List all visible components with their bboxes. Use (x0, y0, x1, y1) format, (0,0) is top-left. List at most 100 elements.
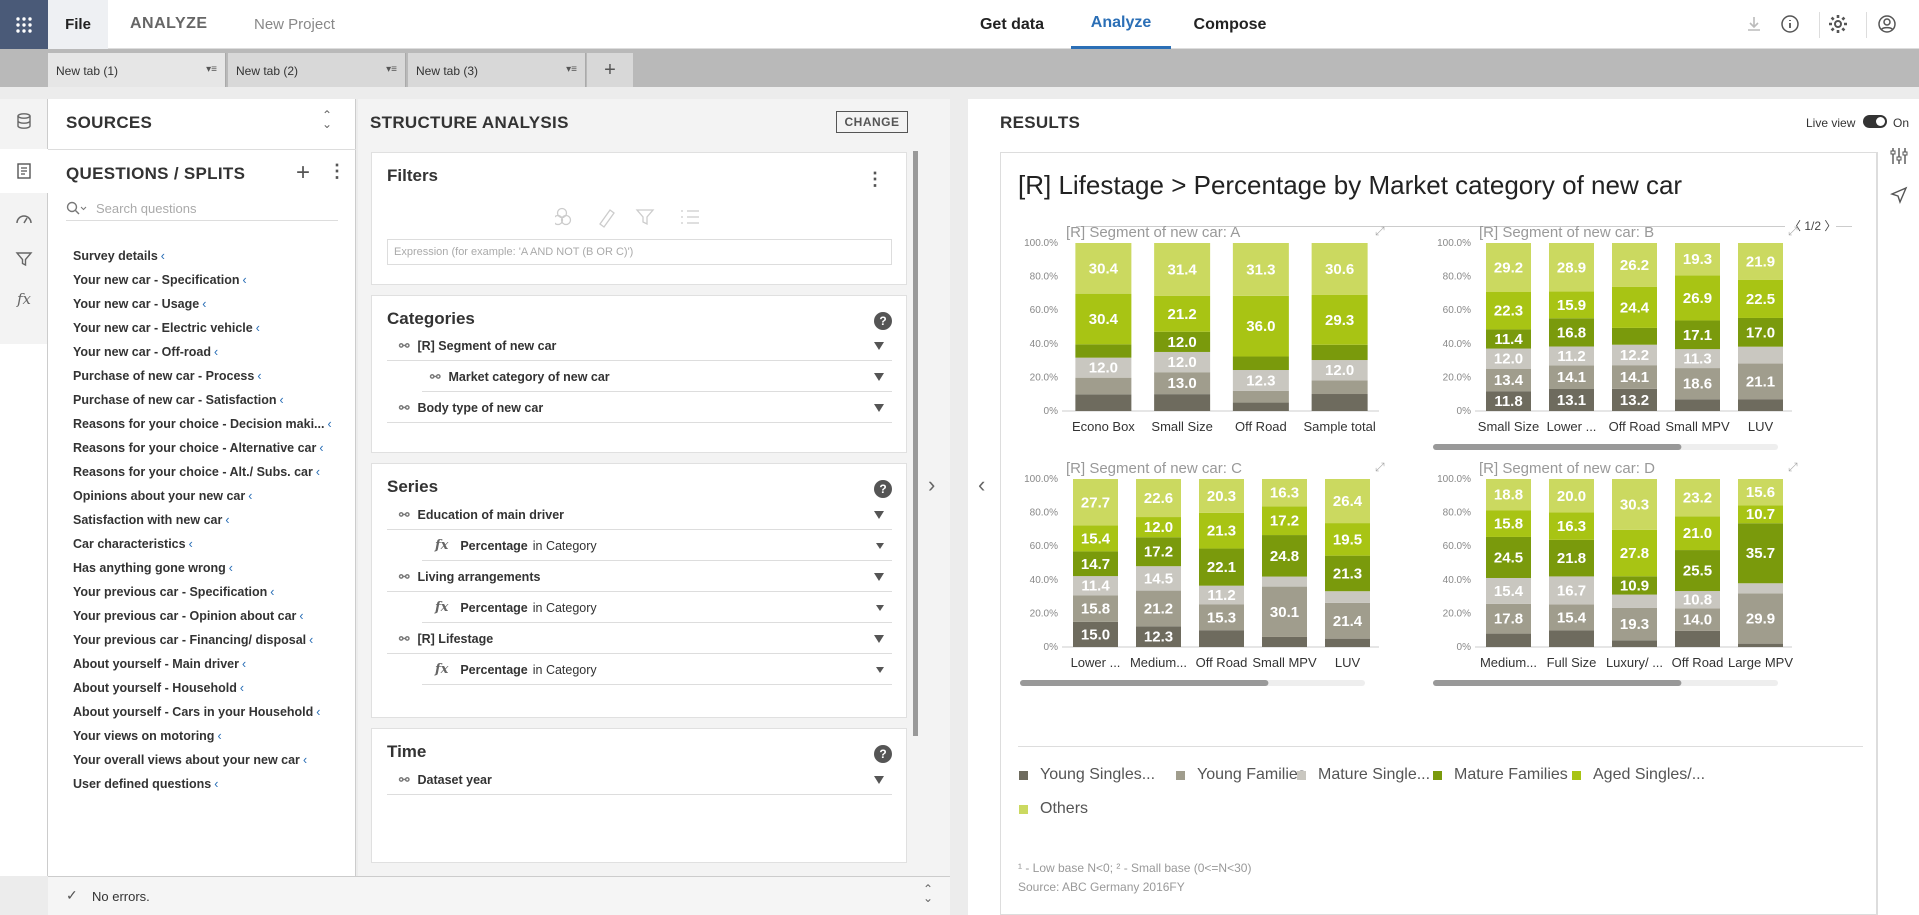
series-row[interactable]: ⚯ Living arrangements (387, 562, 892, 592)
tab-menu-icon[interactable]: ▾≡ (566, 64, 577, 75)
filters-menu-icon[interactable]: ⋮ (866, 169, 884, 189)
question-item[interactable]: Satisfaction with new car ‹ (73, 513, 230, 527)
dropdown-icon[interactable] (876, 667, 884, 673)
chevron-left-icon[interactable]: ‹ (225, 513, 230, 527)
question-item[interactable]: Your previous car - Opinion about car ‹ (73, 609, 304, 623)
question-item[interactable]: Survey details ‹ (73, 249, 165, 263)
help-icon[interactable]: ? (874, 745, 892, 763)
question-item[interactable]: Car characteristics ‹ (73, 537, 193, 551)
add-question-button[interactable]: + (296, 159, 311, 186)
category-row[interactable]: ⚯ Body type of new car (387, 393, 892, 423)
calculation-row[interactable]: fx Percentage in Category (422, 655, 892, 685)
mode-compose[interactable]: Compose (1193, 15, 1267, 33)
chevron-right-icon[interactable]: 〉 (1824, 219, 1837, 233)
dropdown-icon[interactable] (874, 776, 884, 784)
dropdown-icon[interactable] (874, 342, 884, 350)
dropdown-icon[interactable] (874, 373, 884, 381)
question-item[interactable]: Your new car - Electric vehicle ‹ (73, 321, 260, 335)
chevron-left-icon[interactable]: ‹ (302, 753, 308, 767)
series-row[interactable]: ⚯ [R] Lifestage (387, 624, 892, 654)
expression-input[interactable]: Expression (for example: 'A AND NOT (B O… (387, 239, 892, 265)
cursor-icon[interactable] (1890, 186, 1908, 204)
chevron-left-icon[interactable]: 〈 (1789, 219, 1802, 233)
user-account-icon[interactable] (1876, 13, 1898, 35)
question-item[interactable]: Your overall views about your new car ‹ (73, 753, 307, 767)
question-item[interactable]: Reasons for your choice - Alternative ca… (73, 441, 324, 455)
legend-item[interactable]: Others (1019, 800, 1088, 818)
time-row[interactable]: ⚯ Dataset year (387, 765, 892, 795)
chevron-left-icon[interactable]: ‹ (202, 297, 207, 311)
mode-analyze[interactable]: Analyze (1071, 0, 1171, 49)
function-icon[interactable]: fx (16, 290, 31, 308)
project-name[interactable]: New Project (254, 16, 335, 33)
chevron-left-icon[interactable]: ‹ (214, 777, 219, 791)
chevron-left-icon[interactable]: ‹ (242, 273, 247, 287)
question-item[interactable]: About yourself - Main driver ‹ (73, 657, 246, 671)
live-view-toggle[interactable] (1863, 115, 1887, 128)
dropdown-icon[interactable] (874, 573, 884, 581)
chevron-left-icon[interactable]: ‹ (978, 472, 986, 497)
scrollbar[interactable] (913, 151, 918, 736)
legend-item[interactable]: Mature Single... (1297, 766, 1430, 784)
chevron-left-icon[interactable]: ‹ (242, 657, 247, 671)
help-icon[interactable]: ? (874, 480, 892, 498)
search-box[interactable]: Search questions (66, 197, 338, 221)
chevron-left-icon[interactable]: ‹ (327, 417, 332, 431)
tab-2[interactable]: New tab (2) ▾≡ (228, 53, 406, 87)
chevron-left-icon[interactable]: ‹ (255, 321, 260, 335)
tab-1[interactable]: New tab (1) ▾≡ (48, 53, 226, 87)
chevron-left-icon[interactable]: ‹ (319, 441, 324, 455)
gear-icon[interactable] (1827, 13, 1849, 35)
help-icon[interactable]: ? (874, 312, 892, 330)
dropdown-icon[interactable] (876, 605, 884, 611)
file-menu[interactable]: File (48, 0, 108, 49)
question-item[interactable]: Your new car - Off-road ‹ (73, 345, 218, 359)
mode-get-data[interactable]: Get data (979, 15, 1044, 33)
legend-item[interactable]: Young Families (1176, 766, 1306, 784)
chevron-left-icon[interactable]: ‹ (279, 393, 284, 407)
dropdown-icon[interactable] (876, 543, 884, 549)
legend-item[interactable]: Aged Singles/... (1572, 766, 1705, 784)
chevron-left-icon[interactable]: ‹ (248, 489, 253, 503)
tab-menu-icon[interactable]: ▾≡ (206, 64, 217, 75)
question-item[interactable]: About yourself - Cars in your Household ‹ (73, 705, 320, 719)
tab-menu-icon[interactable]: ▾≡ (386, 64, 397, 75)
change-button[interactable]: CHANGE (836, 111, 908, 133)
calculation-row[interactable]: fx Percentage in Category (422, 531, 892, 561)
question-item[interactable]: Your new car - Specification ‹ (73, 273, 247, 287)
chevron-left-icon[interactable]: ‹ (239, 681, 245, 695)
chevron-left-icon[interactable]: ‹ (299, 609, 304, 623)
question-item[interactable]: About yourself - Household ‹ (73, 681, 244, 695)
question-item[interactable]: Opinions about your new car ‹ (73, 489, 252, 503)
chevron-left-icon[interactable]: ‹ (228, 561, 233, 575)
chevron-left-icon[interactable]: ‹ (257, 369, 262, 383)
question-item[interactable]: Your new car - Usage ‹ (73, 297, 206, 311)
chevron-left-icon[interactable]: ‹ (217, 729, 222, 743)
chevron-left-icon[interactable]: ‹ (309, 633, 314, 647)
gauge-icon[interactable] (12, 207, 36, 231)
chevron-left-icon[interactable]: ‹ (160, 249, 165, 263)
dropdown-icon[interactable] (874, 404, 884, 412)
chevron-left-icon[interactable]: ‹ (188, 537, 193, 551)
question-item[interactable]: Your previous car - Financing/ disposal ‹ (73, 633, 313, 647)
category-row[interactable]: ⚯ [R] Segment of new car (387, 331, 892, 361)
question-item[interactable]: Your previous car - Specification ‹ (73, 585, 274, 599)
calculation-row[interactable]: fx Percentage in Category (422, 593, 892, 623)
search-input[interactable]: Search questions (96, 201, 197, 216)
sources-expand-icon[interactable]: ⌃ ⌄ (322, 108, 333, 131)
tab-3[interactable]: New tab (3) ▾≡ (408, 53, 586, 87)
settings-sliders-icon[interactable] (1888, 145, 1910, 167)
more-options-icon[interactable]: ⋮ (328, 161, 346, 181)
info-icon[interactable] (1779, 13, 1801, 35)
question-item[interactable]: Reasons for your choice - Alt./ Subs. ca… (73, 465, 320, 479)
category-row[interactable]: ⚯ Market category of new car (422, 362, 892, 392)
dropdown-icon[interactable] (874, 511, 884, 519)
add-tab-button[interactable]: + (587, 53, 633, 87)
legend-item[interactable]: Mature Families (1433, 766, 1568, 784)
question-item[interactable]: Your views on motoring ‹ (73, 729, 222, 743)
chevron-left-icon[interactable]: ‹ (270, 585, 275, 599)
chevron-left-icon[interactable]: ‹ (213, 345, 219, 359)
pager[interactable]: 〈 1/2 〉 (1785, 217, 1841, 234)
legend-item[interactable]: Young Singles... (1019, 766, 1155, 784)
question-item[interactable]: Reasons for your choice - Decision maki.… (73, 417, 332, 431)
